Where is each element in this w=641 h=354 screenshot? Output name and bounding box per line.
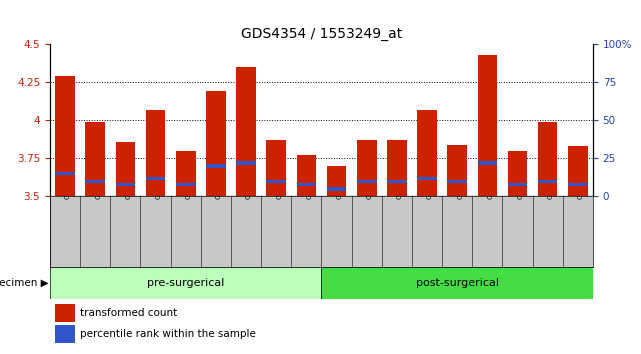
Bar — [538, 179, 558, 183]
Bar — [478, 161, 497, 165]
Bar — [357, 140, 376, 196]
Bar — [322, 267, 593, 299]
Bar — [206, 164, 226, 168]
Text: GSM746842: GSM746842 — [216, 156, 222, 199]
Bar — [568, 146, 588, 196]
Bar — [447, 179, 467, 183]
Text: GSM746848: GSM746848 — [397, 156, 403, 199]
Text: GSM746843: GSM746843 — [246, 156, 252, 199]
Text: GSM746853: GSM746853 — [547, 156, 554, 199]
Text: GSM746840: GSM746840 — [156, 156, 162, 199]
Text: pre-surgerical: pre-surgerical — [147, 278, 224, 288]
Text: specimen ▶: specimen ▶ — [0, 278, 49, 288]
Text: percentile rank within the sample: percentile rank within the sample — [80, 329, 256, 339]
Text: GSM746854: GSM746854 — [578, 156, 584, 199]
Text: GSM746846: GSM746846 — [337, 156, 342, 199]
Bar — [85, 179, 105, 183]
Text: post-surgerical: post-surgerical — [416, 278, 499, 288]
Text: GSM746838: GSM746838 — [96, 156, 101, 199]
Text: GSM746845: GSM746845 — [306, 156, 312, 199]
Text: GSM746851: GSM746851 — [487, 156, 494, 199]
Text: transformed count: transformed count — [80, 308, 178, 318]
Bar — [568, 183, 588, 186]
Bar — [387, 140, 406, 196]
Bar — [176, 183, 196, 186]
Bar — [327, 187, 346, 190]
Text: GSM746839: GSM746839 — [126, 156, 131, 199]
Bar — [387, 179, 406, 183]
Bar — [50, 267, 322, 299]
Bar — [115, 142, 135, 196]
Bar — [538, 122, 558, 196]
Bar — [417, 110, 437, 196]
Bar — [297, 155, 316, 196]
Bar — [508, 151, 528, 196]
Bar — [417, 177, 437, 180]
Bar — [237, 161, 256, 165]
Bar — [55, 76, 75, 196]
Text: GSM746837: GSM746837 — [65, 156, 71, 199]
Text: GSM746844: GSM746844 — [276, 156, 282, 199]
Text: GSM746852: GSM746852 — [517, 156, 524, 199]
Bar — [237, 67, 256, 196]
Bar — [267, 140, 286, 196]
Bar — [267, 179, 286, 183]
Bar — [115, 183, 135, 186]
Text: GSM746841: GSM746841 — [186, 156, 192, 199]
Bar — [146, 110, 165, 196]
Text: GSM746850: GSM746850 — [457, 156, 463, 199]
Text: GSM746847: GSM746847 — [367, 156, 372, 199]
Bar — [357, 179, 376, 183]
Bar — [55, 325, 75, 343]
Bar — [55, 172, 75, 175]
Bar — [146, 177, 165, 180]
Text: GSM746849: GSM746849 — [427, 156, 433, 199]
Bar — [297, 183, 316, 186]
Bar — [176, 151, 196, 196]
Bar — [508, 183, 528, 186]
Text: GDS4354 / 1553249_at: GDS4354 / 1553249_at — [241, 27, 402, 41]
Bar — [478, 55, 497, 196]
Bar — [55, 304, 75, 322]
Bar — [85, 122, 105, 196]
Bar — [447, 145, 467, 196]
Bar — [327, 166, 346, 196]
Bar — [206, 91, 226, 196]
